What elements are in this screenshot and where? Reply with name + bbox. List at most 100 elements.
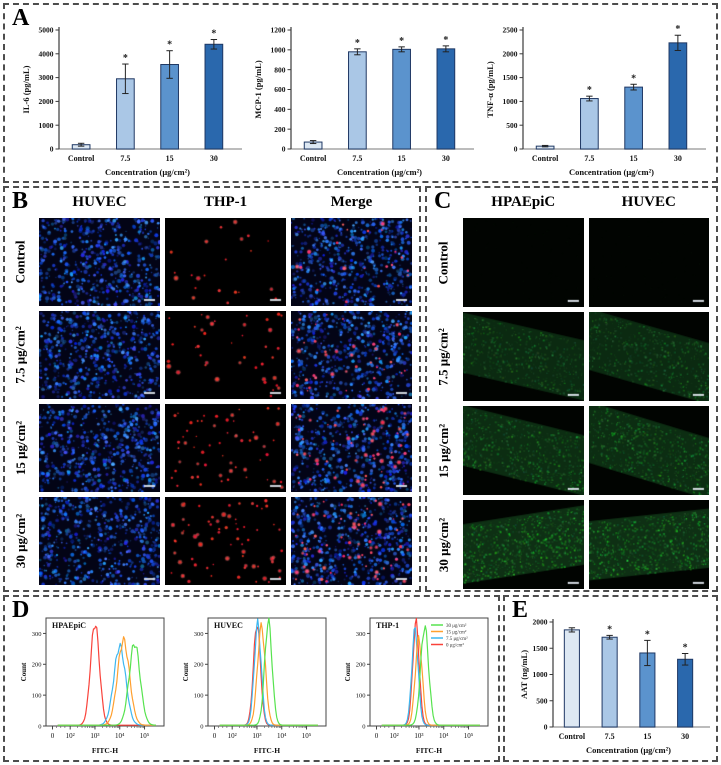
svg-text:200: 200 [356,662,366,669]
panel-b-col-header-thp1: THP-1 [203,193,248,210]
panel-e-label: E [512,597,529,623]
svg-text:10⁵: 10⁵ [140,732,150,740]
svg-text:10⁵: 10⁵ [464,732,474,740]
svg-text:30: 30 [210,154,218,163]
svg-text:0: 0 [282,145,286,154]
svg-text:1000: 1000 [271,45,286,54]
svg-text:Control: Control [68,154,95,163]
svg-text:Control: Control [532,154,559,163]
micrograph-b-merge-row0 [291,218,412,306]
svg-text:AAT (ng/mL): AAT (ng/mL) [519,650,529,699]
svg-text:7.5: 7.5 [352,154,362,163]
panel-c-label: C [434,188,452,214]
svg-text:2000: 2000 [503,49,518,58]
svg-text:Concentration (μg/cm²): Concentration (μg/cm²) [337,167,422,177]
panel-a: A 0 1000 2000 3000 4000 5000 IL-6 (pg/mL) Contr… [3,3,718,183]
svg-text:10²: 10² [66,732,75,740]
svg-text:300: 300 [32,631,42,638]
svg-text:TNF-α (pg/mL): TNF-α (pg/mL) [485,61,495,118]
bar-chart-tnfa: 0 500 1000 1500 2000 2500 TNF-α (pg/mL) Control… [485,24,706,177]
svg-text:*: * [587,85,592,96]
micrograph-b-huvec-row3 [39,497,160,585]
panel-c-row-label-text: 7.5 μg/cm² [436,327,452,386]
svg-text:Control: Control [559,732,586,741]
svg-text:300: 300 [194,631,204,638]
svg-text:0: 0 [200,723,203,730]
svg-text:1000: 1000 [39,121,54,130]
svg-text:MCP-1 (pg/mL): MCP-1 (pg/mL) [253,60,263,118]
svg-text:Count: Count [182,662,190,681]
micrograph-c-huvec-row1 [588,312,709,402]
micrograph-c-hpaepic-row2 [463,406,584,496]
svg-text:HPAEpiC: HPAEpiC [52,621,86,630]
micrograph-b-huvec-row2 [39,404,160,492]
svg-text:*: * [607,624,612,635]
svg-text:7.5: 7.5 [120,154,130,163]
micrograph-c-huvec-row2 [588,406,709,496]
svg-text:100: 100 [356,693,366,700]
svg-text:0 μg/cm²: 0 μg/cm² [446,642,464,648]
panel-b-row-label-text: 7.5 μg/cm² [13,326,29,384]
svg-text:*: * [399,36,404,47]
svg-text:10²: 10² [228,732,237,740]
micrograph-b-huvec-row0 [39,218,160,306]
panel-b-col-header-merge: Merge [330,193,373,210]
svg-text:15: 15 [398,154,406,163]
svg-text:10⁴: 10⁴ [115,732,125,740]
svg-text:15: 15 [643,732,651,741]
panel-c-row-label-text: 15 μg/cm² [436,423,452,478]
svg-text:Concentration (μg/cm²): Concentration (μg/cm²) [586,745,671,755]
svg-text:10³: 10³ [414,732,423,740]
svg-text:10⁴: 10⁴ [439,732,449,740]
svg-text:IL-6 (pg/mL): IL-6 (pg/mL) [21,65,31,113]
svg-text:FITC-H: FITC-H [416,746,442,755]
svg-text:800: 800 [274,65,286,74]
svg-text:*: * [167,40,172,51]
svg-text:10³: 10³ [252,732,261,740]
svg-text:1200: 1200 [271,26,286,35]
svg-text:2500: 2500 [503,26,518,35]
svg-text:2000: 2000 [533,618,548,627]
svg-text:*: * [645,629,650,640]
svg-text:15: 15 [166,154,174,163]
svg-text:2000: 2000 [39,97,54,106]
micrograph-b-merge-row2 [291,404,412,492]
panel-d-charts: 0 100 200 300 Count 0 10² 10³ 10⁴ 10⁵ FITC-H HPAEpi… [5,597,498,756]
panel-c-col-header-huvec: HUVEC [621,193,676,210]
micrograph-b-thp1-row2 [165,404,286,492]
panel-b-label: B [12,188,29,214]
svg-text:30: 30 [674,154,682,163]
micrograph-b-merge-row1 [291,311,412,399]
svg-text:THP-1: THP-1 [376,621,399,630]
svg-text:Count: Count [20,662,28,681]
svg-text:10³: 10³ [90,732,99,740]
svg-text:0: 0 [50,145,54,154]
panel-c: C HPAEpiC HUVEC Control 7.5 μg/cm² 15 μg/c… [425,186,718,592]
panel-b-row-label-text: 15 μg/cm² [13,420,29,476]
svg-text:4000: 4000 [39,49,54,58]
svg-text:*: * [675,24,680,35]
bar-chart-il6: 0 1000 2000 3000 4000 5000 IL-6 (pg/mL) Control… [21,26,242,177]
svg-text:200: 200 [194,662,204,669]
svg-text:400: 400 [274,105,286,114]
svg-text:500: 500 [536,696,548,705]
svg-text:7.5 μg/cm²: 7.5 μg/cm² [446,636,468,642]
svg-text:500: 500 [506,121,518,130]
micrograph-c-hpaepic-row1 [463,312,584,402]
svg-text:FITC-H: FITC-H [92,746,118,755]
svg-text:5000: 5000 [39,26,54,35]
flow-histogram-thp1: 0 100 200 300 Count 0 10² 10³ 10⁴ 10⁵ FITC-H THP-1 3… [344,617,489,755]
svg-text:600: 600 [274,85,286,94]
panel-b-grid: HUVEC THP-1 Merge Control 7.5 μg/cm² 15 μg… [5,188,419,590]
bar-chart-mcp1: 0 200 400 600 800 1000 1200 MCP-1 (pg/mL) Contro… [253,26,474,177]
svg-text:30 μg/cm²: 30 μg/cm² [446,623,467,629]
panel-c-row-label-0: Control [430,218,458,307]
svg-text:FITC-H: FITC-H [254,746,280,755]
svg-text:*: * [355,38,360,49]
svg-text:10²: 10² [390,732,399,740]
panel-c-grid: HPAEpiC HUVEC Control 7.5 μg/cm² 15 μg/cm²… [427,188,716,590]
panel-b-row-label-0: Control [8,218,34,306]
svg-text:15 μg/cm²: 15 μg/cm² [446,629,467,635]
svg-text:0: 0 [544,723,548,732]
svg-text:1500: 1500 [503,73,518,82]
